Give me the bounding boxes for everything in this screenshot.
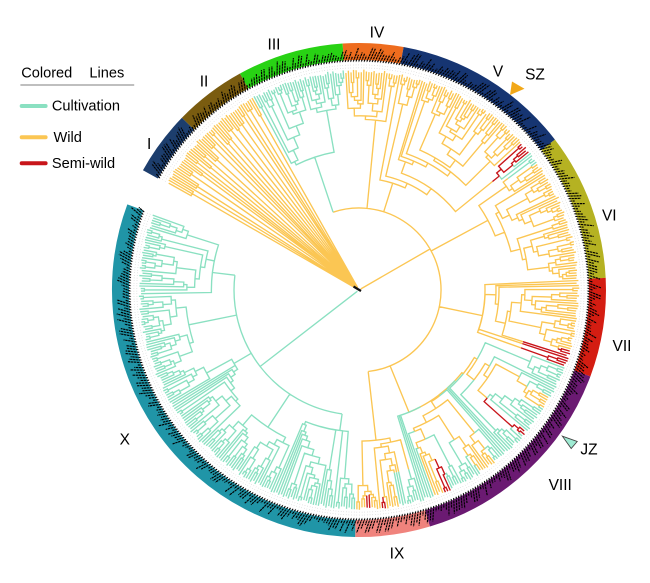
svg-text:II: II <box>200 74 209 91</box>
svg-text:VI: VI <box>602 208 617 225</box>
svg-text:IV: IV <box>370 25 385 42</box>
svg-text:I: I <box>147 136 151 153</box>
svg-text:X: X <box>120 432 131 449</box>
svg-text:SZ: SZ <box>525 67 545 84</box>
svg-text:Lines: Lines <box>89 66 124 82</box>
svg-text:Semi-wild: Semi-wild <box>52 156 115 172</box>
svg-text:JZ: JZ <box>580 442 597 459</box>
svg-text:VII: VII <box>613 338 632 355</box>
svg-text:Colored: Colored <box>21 66 72 82</box>
svg-text:IX: IX <box>390 546 405 563</box>
svg-text:III: III <box>268 37 281 54</box>
svg-text:Cultivation: Cultivation <box>52 99 120 115</box>
svg-text:VIII: VIII <box>549 477 572 494</box>
svg-text:Wild: Wild <box>54 130 82 146</box>
svg-text:V: V <box>493 64 504 81</box>
